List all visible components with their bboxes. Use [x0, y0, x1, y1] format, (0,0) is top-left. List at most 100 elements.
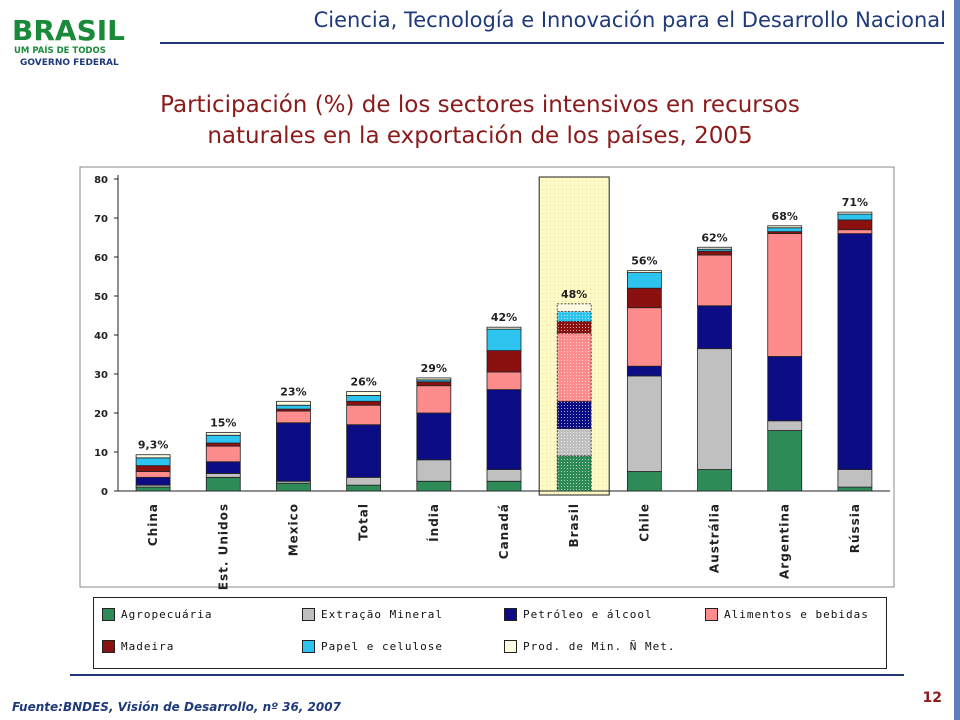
bar-segment-mexico-0: [276, 482, 311, 492]
x-category-label: China: [146, 503, 160, 546]
bar-segment-austrália-2: [697, 305, 732, 350]
bar-segment-est-unidos-2: [205, 461, 241, 474]
bar-segment-austrália-4: [697, 250, 732, 256]
bar-segment-est-unidos-5: [205, 434, 241, 444]
y-tick-label: 40: [94, 331, 108, 342]
bar-segment-índia-4: [416, 381, 452, 387]
bar-segment-rússia-6: [837, 211, 873, 215]
bar-segment-china-2: [135, 476, 171, 486]
legend-item: Papel e celulose: [302, 638, 443, 654]
bar-segment-argentina-2: [767, 356, 803, 422]
header-divider: [160, 42, 944, 44]
legend-swatch: [504, 607, 517, 621]
bar-segment-texture: [557, 311, 592, 322]
legend-label: Alimentos e bebidas: [724, 607, 869, 621]
bar-segment-china-6: [135, 454, 171, 459]
bar-segment-china-3: [135, 471, 171, 478]
bar-segment-chile-6: [626, 270, 662, 274]
bar-segment-chile-4: [626, 287, 662, 309]
bar-segment-china-4: [135, 465, 171, 472]
bar-segment-texture: [557, 333, 592, 402]
bar-segment-chile-3: [626, 307, 662, 367]
legend-swatch: [102, 639, 115, 653]
bar-segment-canadá-5: [486, 328, 522, 351]
legend-label: Agropecuária: [121, 607, 213, 621]
bar-total-label: 68%: [772, 210, 798, 223]
stacked-bar-chart: 0 10 20 30 40 50 60 70 80 9,3% China 15% Est. Unido…: [79, 166, 895, 590]
bar-segment-canadá-4: [486, 350, 522, 373]
bar-total-label: 56%: [631, 255, 657, 268]
bar-total-label: 71%: [842, 196, 868, 209]
bar-segment-rússia-3: [837, 229, 873, 234]
bar-segment-austrália-3: [697, 254, 732, 307]
bar-segment-est-unidos-1: [205, 473, 241, 478]
right-border-stripe: [954, 0, 960, 720]
legend-swatch: [302, 607, 315, 621]
bar-segment-mexico-3: [276, 410, 311, 424]
bar-total-label: 26%: [350, 376, 376, 389]
header-title: Ciencia, Tecnología e Innovación para el…: [313, 8, 946, 32]
bar-segment-texture: [557, 455, 592, 491]
legend-item: Extração Mineral: [302, 606, 443, 622]
bar-total-label: 29%: [421, 362, 447, 375]
y-tick-label: 80: [94, 175, 108, 186]
legend-swatch: [302, 639, 315, 653]
bar-segment-est-unidos-0: [205, 476, 241, 492]
bar-segment-est-unidos-4: [205, 442, 241, 447]
y-tick-label: 50: [94, 292, 108, 303]
y-tick-label: 10: [94, 448, 108, 459]
bar-segment-rússia-0: [837, 486, 873, 492]
bar-segment-rússia-2: [837, 233, 873, 470]
bar-segment-rússia-1: [837, 469, 873, 488]
bar-segment-argentina-5: [767, 227, 803, 233]
bar-segment-chile-5: [626, 272, 662, 289]
bar-segment-austrália-1: [697, 348, 732, 470]
x-category-label: Índia: [426, 503, 441, 542]
bar-segment-china-5: [135, 457, 171, 467]
x-category-label: Chile: [637, 503, 651, 542]
bar-segment-rússia-5: [837, 213, 873, 221]
bar-segment-texture: [557, 401, 592, 429]
legend-swatch: [705, 607, 718, 621]
x-category-label: Canadá: [497, 503, 511, 559]
y-tick-label: 70: [94, 214, 108, 225]
bar-total-label: 48%: [561, 288, 587, 301]
bar-segment-chile-0: [626, 471, 662, 492]
bar-total-label: 62%: [701, 231, 727, 244]
bar-segment-total-1: [346, 476, 382, 486]
bar-segment-índia-2: [416, 412, 452, 461]
chart-title-line-1: Participación (%) de los sectores intens…: [160, 92, 800, 118]
bar-segment-china-0: [135, 486, 171, 492]
legend-swatch: [102, 607, 115, 621]
source-note: Fuente:BNDES, Visión de Desarrollo, nº 3…: [12, 700, 341, 714]
x-category-label: Rússia: [848, 503, 862, 553]
bar-total-label: 15%: [210, 417, 236, 430]
bar-segment-chile-2: [626, 365, 662, 377]
legend-label: Extração Mineral: [321, 607, 443, 621]
x-category-label: Mexico: [286, 503, 300, 556]
bar-segment-argentina-0: [767, 430, 803, 492]
legend-swatch: [504, 639, 517, 653]
bar-segment-total-4: [346, 400, 382, 406]
bar-segment-canadá-2: [486, 389, 522, 470]
bar-segment-texture: [557, 321, 592, 334]
bar-segment-índia-6: [416, 377, 452, 381]
bar-segment-texture: [557, 303, 592, 312]
footer-divider: [70, 674, 904, 676]
x-category-label: Brasil: [567, 503, 581, 548]
bar-segment-índia-0: [416, 480, 452, 492]
bar-segment-mexico-6: [276, 400, 311, 406]
bar-segment-total-6: [346, 391, 382, 396]
legend-item: Petróleo e álcool: [504, 606, 653, 622]
legend-item: Alimentos e bebidas: [705, 606, 869, 622]
x-category-label: Est. Unidos: [216, 503, 230, 590]
legend-label: Madeira: [121, 639, 175, 653]
bar-segment-índia-1: [416, 459, 452, 482]
bar-segment-total-3: [346, 404, 382, 426]
bar-segment-canadá-3: [486, 371, 522, 391]
bar-total-label: 42%: [491, 311, 517, 324]
bar-segment-argentina-6: [767, 225, 803, 229]
legend-item: Prod. de Min. Ñ Met.: [504, 638, 675, 654]
bar-segment-est-unidos-6: [205, 432, 241, 436]
bar-segment-total-5: [346, 395, 382, 402]
